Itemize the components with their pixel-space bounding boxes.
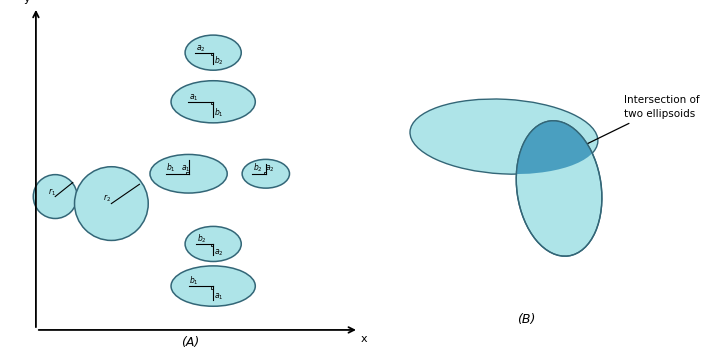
Ellipse shape [150,154,227,193]
Ellipse shape [171,266,255,306]
Ellipse shape [185,226,241,261]
Text: $a_2$: $a_2$ [265,164,275,174]
Text: $b_1$: $b_1$ [190,275,199,287]
Text: x: x [360,334,367,344]
Text: $r_2$: $r_2$ [103,192,111,204]
Text: (B): (B) [517,313,536,326]
Ellipse shape [516,121,602,256]
Text: $b_2$: $b_2$ [197,233,207,245]
Ellipse shape [242,159,290,188]
Text: Intersection of
two ellipsoids: Intersection of two ellipsoids [576,95,699,150]
Ellipse shape [171,81,255,123]
Text: $r_1$: $r_1$ [48,187,56,198]
Ellipse shape [33,174,77,218]
Text: $b_1$: $b_1$ [166,161,176,174]
Text: $a_2$: $a_2$ [195,44,205,54]
Text: (A): (A) [181,336,200,349]
Ellipse shape [185,35,241,70]
Ellipse shape [410,99,598,174]
Text: $b_2$: $b_2$ [253,162,263,174]
Text: $b_1$: $b_1$ [214,106,224,119]
Text: y: y [24,0,30,4]
Text: $a_1$: $a_1$ [181,163,190,174]
Text: $a_1$: $a_1$ [189,93,198,103]
Ellipse shape [75,167,148,240]
Ellipse shape [516,121,602,256]
Text: $b_2$: $b_2$ [214,54,223,67]
Text: $a_1$: $a_1$ [214,292,223,302]
Text: $a_2$: $a_2$ [214,247,223,258]
